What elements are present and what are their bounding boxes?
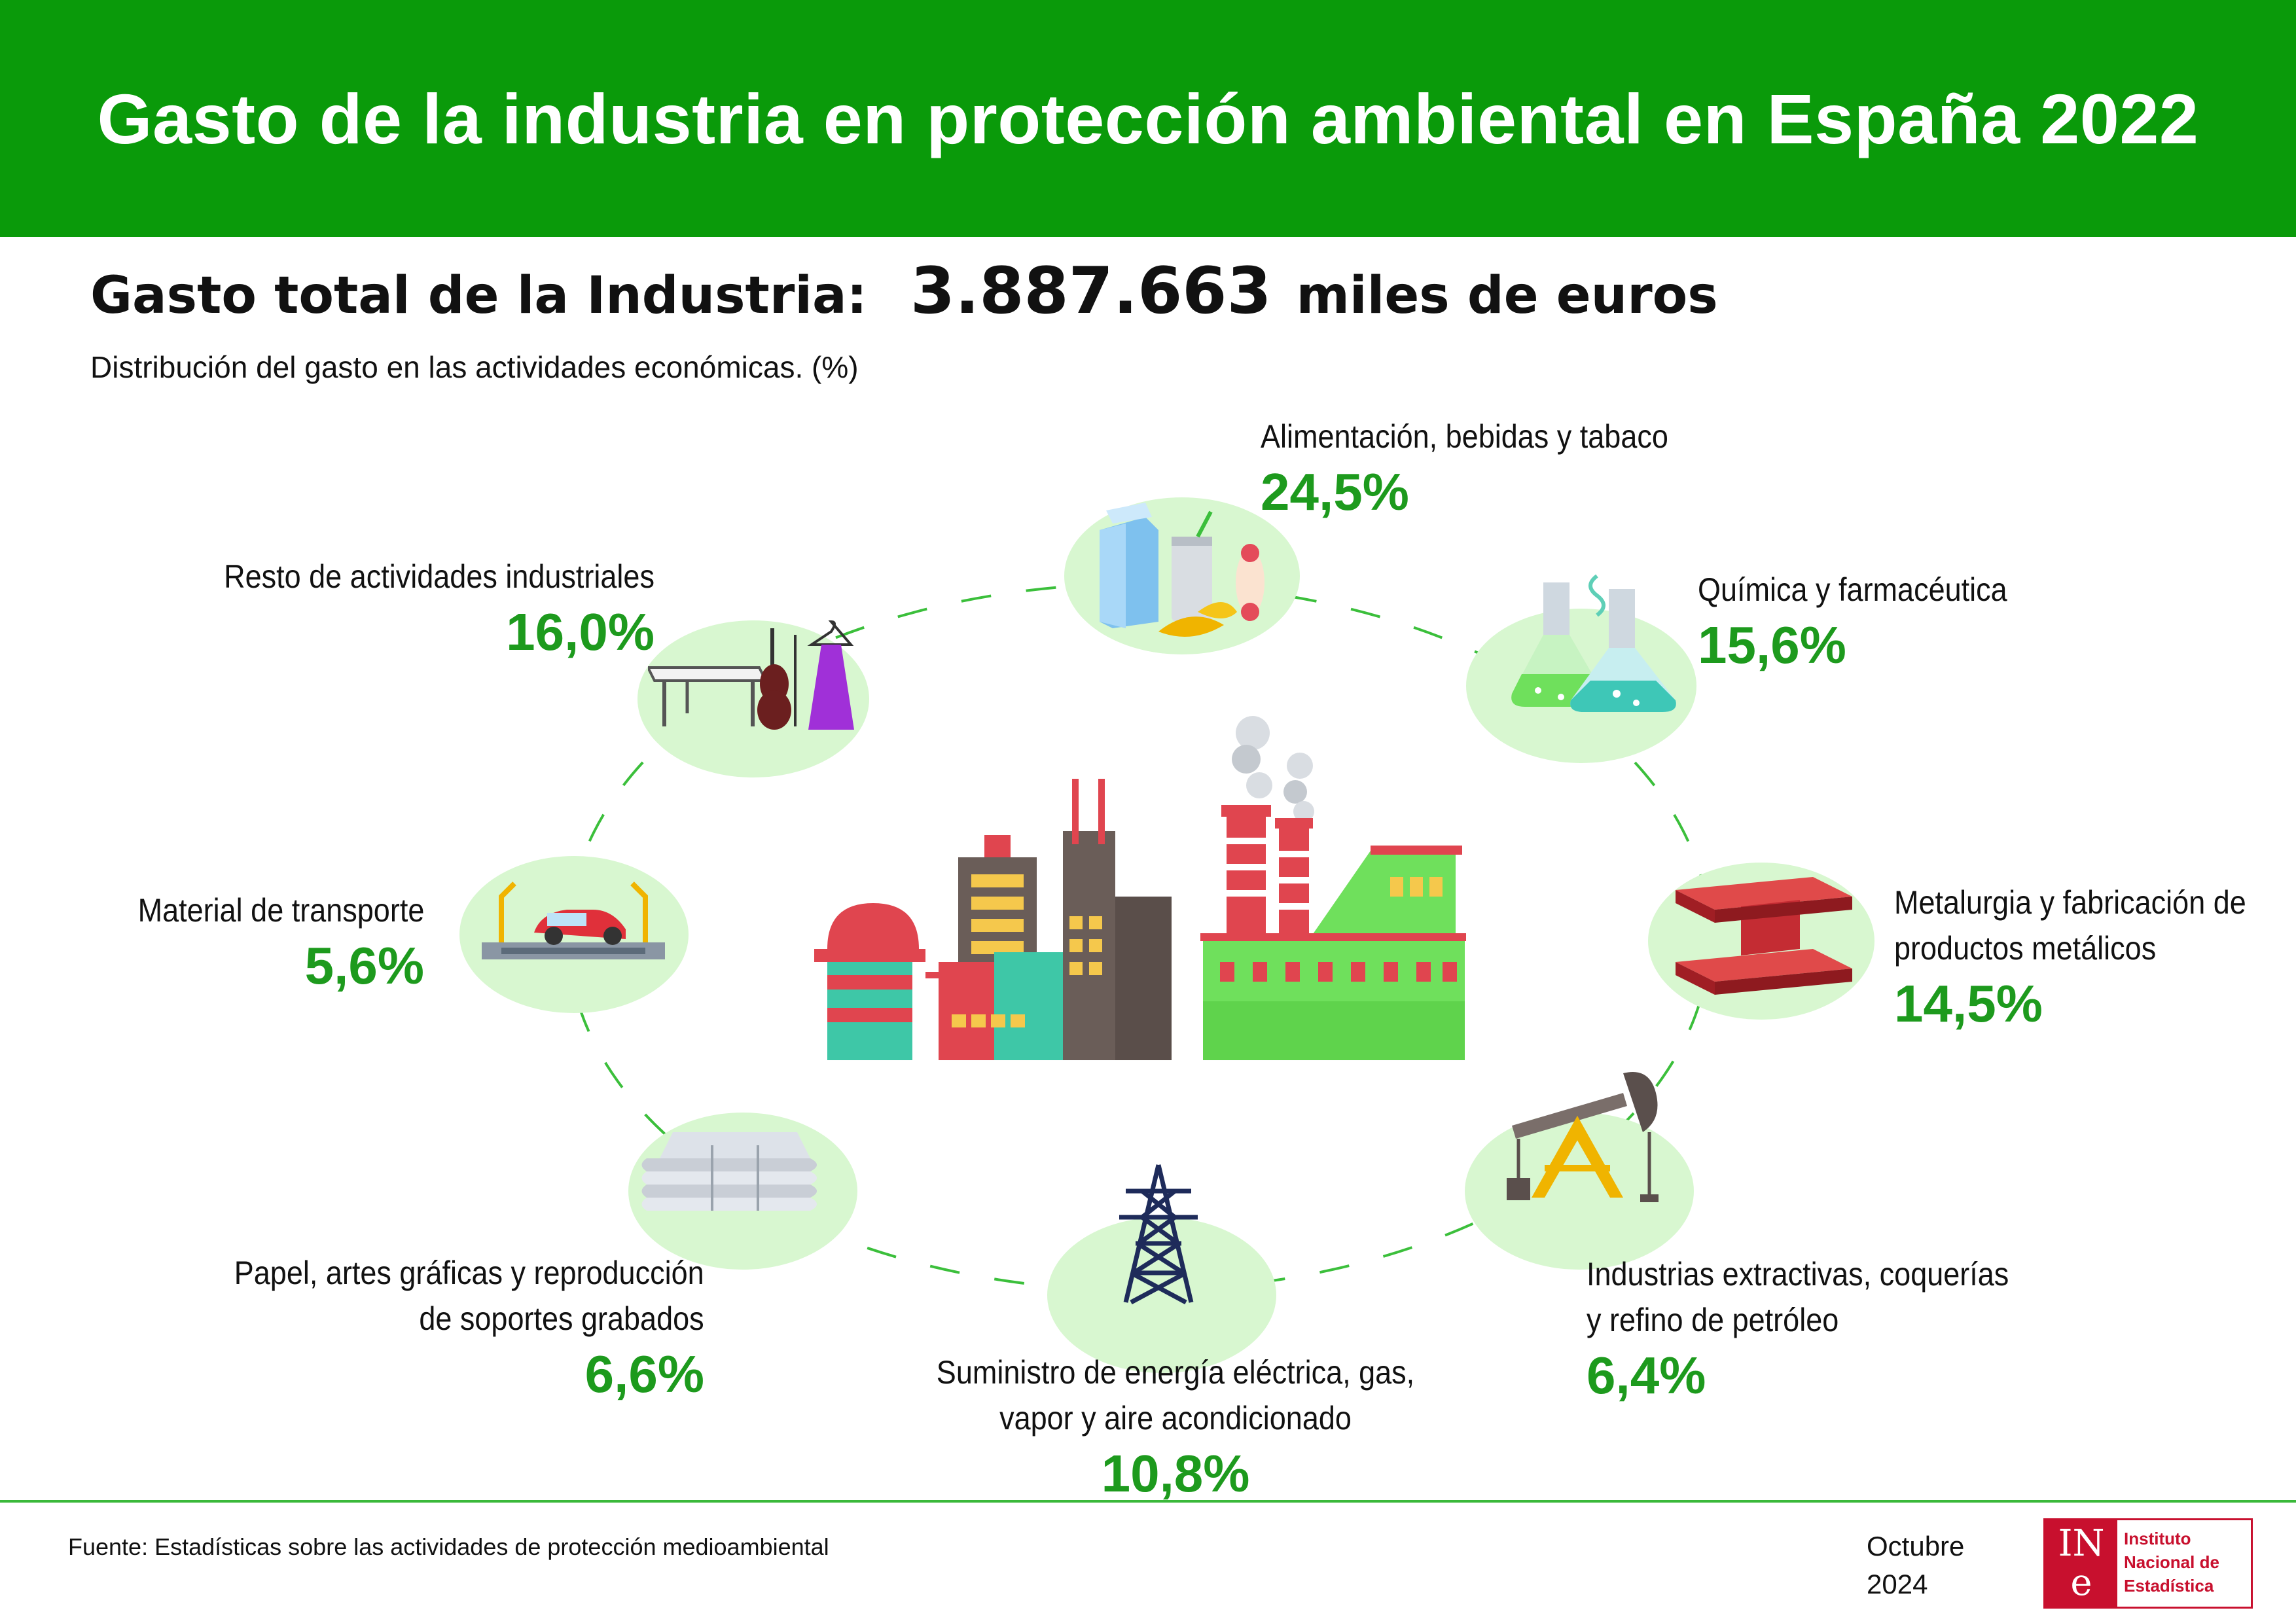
ine-logo-mark: IN e xyxy=(2045,1520,2117,1607)
publication-year: 2024 xyxy=(1867,1569,1928,1599)
category-extractive: Industrias extractivas, coquerías y refi… xyxy=(1587,1251,2056,1408)
category-extractive-name-line2: y refino de petróleo xyxy=(1587,1302,1839,1338)
category-paper: Papel, artes gráficas y reproducción de … xyxy=(182,1250,704,1407)
category-chemistry-pct: 15,6% xyxy=(1698,616,1846,674)
category-energy-name-line1: Suministro de energía eléctrica, gas, xyxy=(936,1354,1415,1391)
category-rest-pct: 16,0% xyxy=(506,603,655,661)
category-transport-pct: 5,6% xyxy=(304,936,424,995)
page-title: Gasto de la industria en protección ambi… xyxy=(97,79,2199,158)
category-metallurgy-name-line1: Metalurgia y fabricación de xyxy=(1894,884,2246,921)
footer-divider xyxy=(0,1500,2296,1503)
factory-icon xyxy=(814,716,1466,1060)
category-paper-name-line2: de soportes grabados xyxy=(419,1300,704,1337)
category-chemistry-name: Química y farmacéutica xyxy=(1698,571,2007,608)
oil-pump-icon xyxy=(1507,1072,1659,1202)
category-energy: Suministro de energía eléctrica, gas, va… xyxy=(881,1349,1470,1507)
category-transport-name: Material de transporte xyxy=(137,892,424,929)
ine-logo-text: Instituto Nacional de Estadística xyxy=(2124,1529,2219,1596)
category-chemistry: Química y farmacéutica 15,6% xyxy=(1698,567,2041,678)
chemistry-flasks-icon xyxy=(1511,574,1676,712)
category-transport: Material de transporte 5,6% xyxy=(106,887,424,999)
category-metallurgy: Metalurgia y fabricación de productos me… xyxy=(1894,880,2286,1037)
category-extractive-pct: 6,4% xyxy=(1587,1346,1706,1404)
header-banner: Gasto de la industria en protección ambi… xyxy=(0,0,2296,237)
category-energy-pct: 10,8% xyxy=(1101,1444,1250,1503)
publication-date: Octubre 2024 xyxy=(1867,1527,1964,1603)
category-rest: Resto de actividades industriales 16,0% xyxy=(176,554,655,665)
source-note: Fuente: Estadísticas sobre las actividad… xyxy=(68,1533,829,1560)
power-tower-icon xyxy=(1119,1164,1198,1305)
food-drinks-icon xyxy=(1100,503,1265,637)
publication-month: Octubre xyxy=(1867,1531,1965,1561)
category-metallurgy-pct: 14,5% xyxy=(1894,974,2043,1033)
ine-logo: IN e Instituto Nacional de Estadística xyxy=(2043,1518,2253,1609)
category-food: Alimentación, bebidas y tabaco 24,5% xyxy=(1261,414,1713,525)
total-unit: miles de euros xyxy=(1296,266,1718,325)
category-food-name: Alimentación, bebidas y tabaco xyxy=(1261,418,1668,455)
total-value: 3.887.663 xyxy=(910,254,1272,329)
category-metallurgy-name-line2: productos metálicos xyxy=(1894,930,2157,967)
paper-stack-icon xyxy=(641,1132,817,1211)
steel-beam-icon xyxy=(1676,877,1852,995)
category-food-pct: 24,5% xyxy=(1261,463,1409,521)
subtitle: Distribución del gasto en las actividade… xyxy=(90,350,859,384)
category-energy-name-line2: vapor y aire acondicionado xyxy=(999,1400,1352,1436)
category-rest-name: Resto de actividades industriales xyxy=(224,558,655,595)
car-assembly-icon xyxy=(482,882,665,959)
category-extractive-name-line1: Industrias extractivas, coquerías xyxy=(1587,1256,2009,1293)
total-label: Gasto total de la Industria: xyxy=(90,266,867,325)
category-paper-pct: 6,6% xyxy=(584,1345,704,1403)
furniture-violin-dress-icon xyxy=(648,620,854,730)
total-spend: Gasto total de la Industria: 3.887.663 m… xyxy=(90,254,1718,339)
category-paper-name-line1: Papel, artes gráficas y reproducción xyxy=(234,1255,704,1291)
